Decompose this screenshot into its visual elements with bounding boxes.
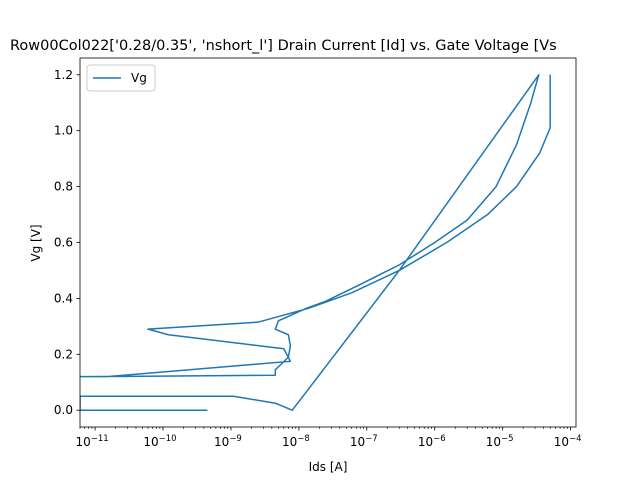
x-tick-label: 10−6	[418, 434, 446, 449]
legend: Vg	[86, 64, 156, 92]
x-tick-base: 10	[554, 435, 569, 449]
x-tick-exponent: −9	[229, 434, 242, 444]
x-tick-base: 10	[486, 435, 501, 449]
y-tick-label: 0.0	[54, 403, 73, 417]
series-line-0	[80, 74, 551, 411]
x-tick-label: 10−10	[143, 434, 176, 449]
x-tick-label: 10−8	[282, 434, 310, 449]
x-axis-label: Ids [A]	[309, 460, 348, 474]
x-tick-exponent: −6	[433, 434, 446, 444]
y-tick-label: 0.2	[54, 347, 73, 361]
x-tick-exponent: −7	[365, 434, 378, 444]
x-tick-label: 10−7	[350, 434, 378, 449]
x-tick-base: 10	[350, 435, 365, 449]
x-tick-label: 10−9	[214, 434, 242, 449]
y-tick-label: 0.6	[54, 236, 73, 250]
x-tick-label: 10−4	[554, 434, 582, 449]
legend-series-label: Vg	[131, 71, 147, 85]
x-tick-base: 10	[75, 435, 90, 449]
y-tick-label: 0.8	[54, 180, 73, 194]
x-tick-base: 10	[418, 435, 433, 449]
x-tick-exponent: −10	[159, 434, 177, 444]
y-tick-label: 1.2	[54, 68, 73, 82]
y-tick-label: 1.0	[54, 124, 73, 138]
x-tick-base: 10	[282, 435, 297, 449]
x-tick-base: 10	[143, 435, 158, 449]
chart-title: Row00Col022['0.28/0.35', 'nshort_l'] Dra…	[10, 38, 557, 54]
x-tick-exponent: −8	[297, 434, 310, 444]
y-tick-label: 0.4	[54, 291, 73, 305]
y-axis-ticks: 0.0 0.2 0.4 0.6 0.8 1.0 1.2	[54, 68, 80, 417]
x-tick-exponent: −4	[569, 434, 582, 444]
x-tick-base: 10	[214, 435, 229, 449]
x-tick-label: 10−5	[486, 434, 514, 449]
y-axis-label: Vg [V]	[29, 224, 43, 261]
x-tick-exponent: −11	[91, 434, 109, 444]
plot-area	[79, 57, 577, 428]
x-tick-exponent: −5	[501, 434, 514, 444]
plot-background	[80, 58, 576, 427]
x-axis-ticks: 10−11 10−10 10−9 10−8 10−7 10−6 10−5 10−4	[75, 427, 582, 449]
x-tick-label: 10−11	[75, 434, 108, 449]
